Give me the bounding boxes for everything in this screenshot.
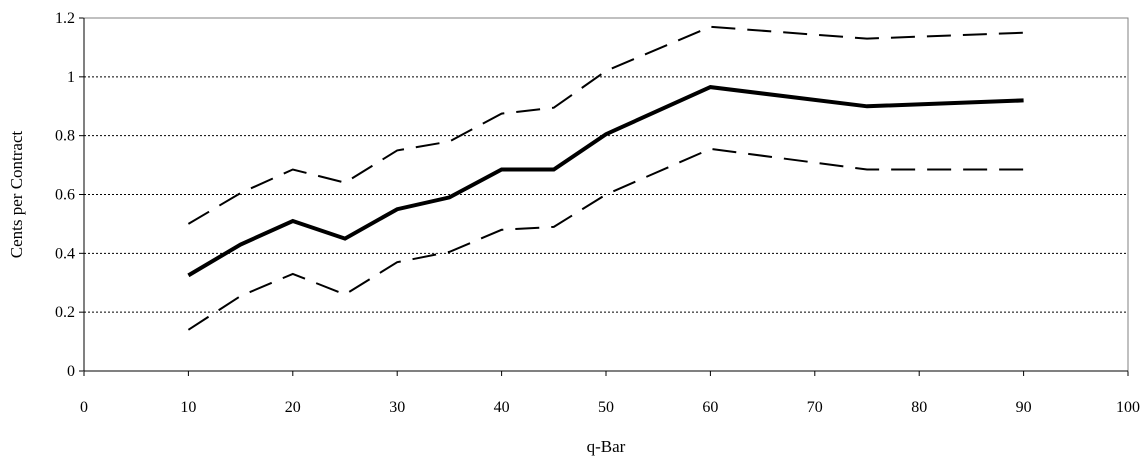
x-tick-label-5: 50 [598, 399, 614, 416]
y-tick-label-0: 0 [67, 363, 75, 380]
x-axis-title: q-Bar [587, 437, 626, 456]
series-line-0 [187, 85, 1024, 278]
y-tick-label-1: 0.2 [55, 304, 75, 321]
x-tick-label-0: 0 [80, 399, 88, 416]
series-line-2 [187, 147, 1024, 331]
grid-lines [84, 17, 1128, 313]
x-tick-label-10: 100 [1116, 399, 1140, 416]
x-tick-label-2: 20 [285, 399, 301, 416]
y-tick-label-2: 0.4 [55, 245, 75, 262]
y-tick-label-5: 1 [67, 69, 75, 86]
y-tick-label-3: 0.6 [55, 187, 75, 204]
tick-labels: 0 0.2 0.4 0.6 0.8 1 1.2 0 10 20 30 40 50 60 70 80 90 100 [55, 10, 1140, 416]
y-tick-label-6: 1.2 [55, 10, 75, 27]
x-tick-label-8: 80 [911, 399, 927, 416]
y-tick-label-4: 0.8 [55, 128, 75, 145]
series-lines [187, 25, 1024, 331]
axes [79, 17, 1129, 376]
x-tick-label-4: 40 [494, 399, 510, 416]
y-axis-title: Cents per Contract [7, 130, 26, 258]
x-tick-label-9: 90 [1016, 399, 1032, 416]
x-tick-label-3: 30 [389, 399, 405, 416]
x-tick-label-6: 60 [702, 399, 718, 416]
series-line-1 [187, 25, 1024, 225]
x-tick-label-1: 10 [180, 399, 196, 416]
x-tick-label-7: 70 [807, 399, 823, 416]
